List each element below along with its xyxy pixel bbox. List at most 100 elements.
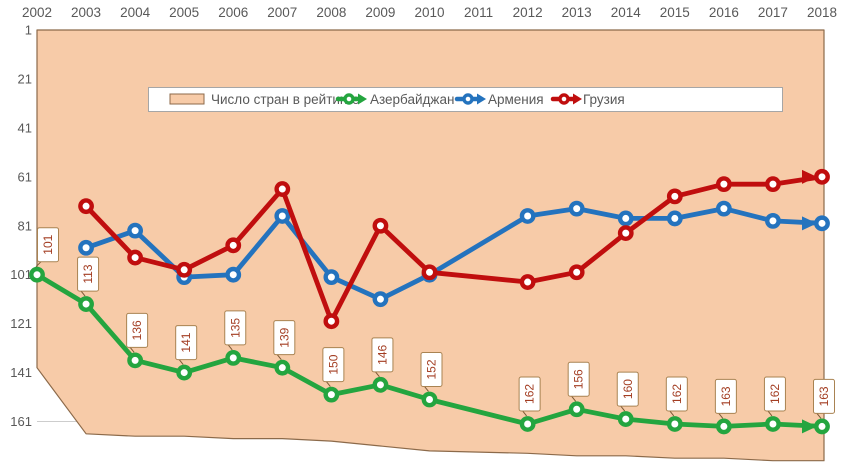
y-axis-label: 1 xyxy=(25,23,32,38)
data-label-box xyxy=(714,378,737,414)
data-label-value: 163 xyxy=(817,386,831,406)
series-marker-armenia xyxy=(274,208,291,224)
x-axis-label: 2012 xyxy=(513,5,543,20)
data-label-box xyxy=(224,310,247,346)
x-axis-label: 2010 xyxy=(414,5,444,20)
data-label-value: 139 xyxy=(277,327,291,347)
series-marker-armenia xyxy=(519,208,536,224)
series-marker-georgia xyxy=(715,176,732,193)
x-axis-label: 2009 xyxy=(365,5,395,20)
series-marker-armenia xyxy=(617,210,634,227)
x-axis-label: 2006 xyxy=(218,5,248,20)
data-label-box xyxy=(813,378,835,414)
y-axis-label: 141 xyxy=(10,365,32,380)
series-marker-azerbaijan xyxy=(323,386,340,403)
series-marker-georgia xyxy=(78,198,94,215)
series-arrow-georgia xyxy=(802,169,817,184)
series-marker-azerbaijan xyxy=(519,416,536,432)
y-axis-label: 121 xyxy=(10,316,32,331)
data-label-leader xyxy=(227,344,233,351)
series-marker-georgia xyxy=(176,261,193,278)
series-marker-georgia xyxy=(519,274,536,290)
series-marker-georgia xyxy=(274,181,291,197)
series-marker-georgia xyxy=(765,176,781,193)
data-label-value: 162 xyxy=(768,384,782,404)
series-arrow-armenia xyxy=(802,216,817,231)
x-axis-label: 2002 xyxy=(22,5,52,20)
data-label-leader xyxy=(80,290,86,297)
series-marker-azerbaijan xyxy=(176,364,193,381)
data-label-box xyxy=(37,227,59,263)
x-axis-label: 2014 xyxy=(611,5,642,20)
series-marker-azerbaijan xyxy=(568,401,585,418)
data-label-leader xyxy=(424,386,429,392)
series-marker-georgia xyxy=(323,313,340,330)
data-label-box xyxy=(126,312,149,348)
x-axis-label: 2007 xyxy=(267,5,297,20)
x-axis-label: 2008 xyxy=(316,5,346,20)
legend: Число стран в рейтинге Азербайджан Армения… xyxy=(148,87,783,112)
series-marker-georgia xyxy=(225,237,242,254)
data-label-leader xyxy=(816,413,822,419)
data-label-box xyxy=(77,256,100,292)
data-label-leader xyxy=(620,405,626,412)
x-axis-label: 2003 xyxy=(71,5,101,20)
series-marker-georgia xyxy=(421,264,438,281)
series-marker-georgia xyxy=(617,225,634,242)
data-label-value: 141 xyxy=(179,332,193,352)
data-label-value: 162 xyxy=(523,384,537,404)
series-marker-armenia xyxy=(715,200,732,217)
series-marker-azerbaijan xyxy=(715,418,732,435)
data-label-value: 136 xyxy=(130,320,144,340)
data-label-leader xyxy=(767,410,773,417)
series-georgia xyxy=(78,168,830,330)
series-marker-armenia xyxy=(127,222,144,239)
data-label-leader xyxy=(129,347,135,353)
data-label-box xyxy=(518,376,541,412)
data-label-leader xyxy=(522,410,528,417)
data-label-box xyxy=(567,361,590,397)
data-label-leader xyxy=(571,395,577,402)
y-axis-label: 61 xyxy=(18,169,32,184)
data-label-box xyxy=(616,371,639,407)
data-label-value: 135 xyxy=(228,318,242,338)
data-label-leader xyxy=(35,261,42,268)
data-label-box xyxy=(420,351,443,387)
x-axis-label: 2013 xyxy=(562,5,592,20)
x-axis-label: 2016 xyxy=(709,5,739,20)
series-marker-armenia xyxy=(323,269,340,286)
data-label-value: 150 xyxy=(326,354,340,374)
series-marker-georgia xyxy=(372,217,389,234)
series-marker-azerbaijan xyxy=(29,266,45,283)
series-marker-azerbaijan xyxy=(814,418,830,435)
x-axis-label: 2005 xyxy=(169,5,199,20)
series-marker-azerbaijan xyxy=(421,391,438,408)
legend-swatch-countries-area xyxy=(169,93,205,105)
series-marker-armenia xyxy=(372,291,389,308)
data-label-value: 163 xyxy=(719,386,733,406)
series-marker-armenia xyxy=(814,215,830,232)
y-axis-label: 161 xyxy=(10,414,32,429)
data-label-box xyxy=(322,347,345,383)
y-axis-label: 81 xyxy=(18,218,32,233)
series-marker-armenia xyxy=(225,266,242,283)
series-marker-azerbaijan xyxy=(617,411,634,427)
x-axis-label: 2011 xyxy=(464,5,493,20)
series-marker-azerbaijan xyxy=(666,416,683,432)
data-label-box xyxy=(665,376,688,412)
series-marker-georgia xyxy=(814,168,830,185)
x-axis-label: 2017 xyxy=(758,5,788,20)
legend-glyph-azerbaijan-line-icon xyxy=(335,93,367,105)
series-arrow-azerbaijan xyxy=(802,419,817,434)
series-marker-azerbaijan xyxy=(127,352,144,369)
data-label-value: 113 xyxy=(81,264,95,283)
legend-glyph-armenia-line-icon xyxy=(454,93,486,105)
legend-glyph-georgia-line-icon xyxy=(550,93,582,105)
y-axis-label: 101 xyxy=(10,267,32,282)
series-marker-azerbaijan xyxy=(274,359,291,376)
series-marker-armenia xyxy=(568,200,585,217)
data-label-leader xyxy=(718,413,724,419)
